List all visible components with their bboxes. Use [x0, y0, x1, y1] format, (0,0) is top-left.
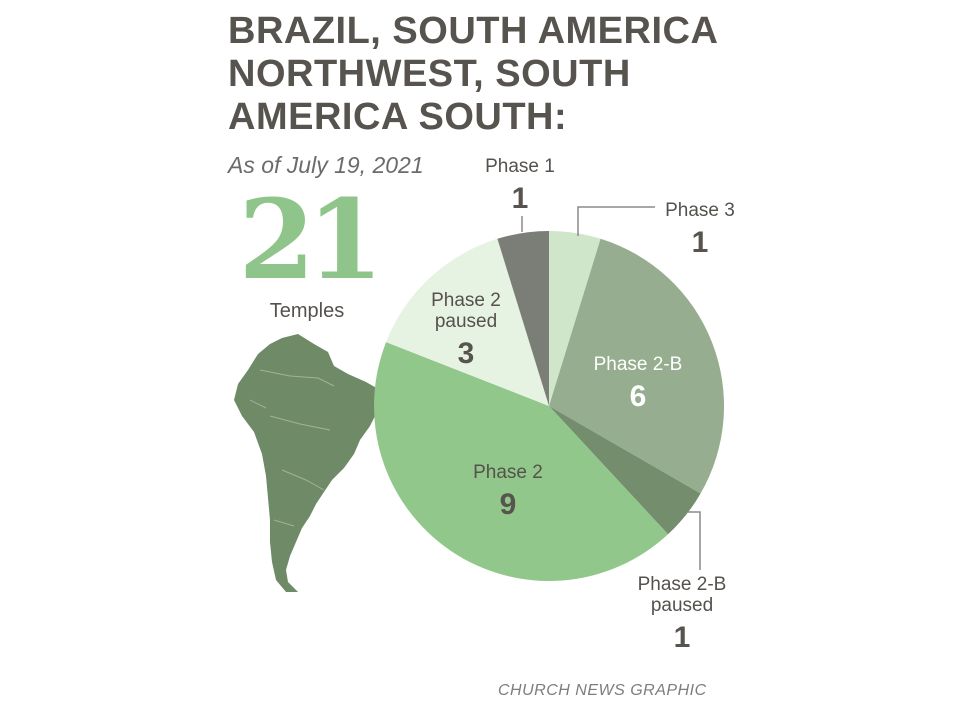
south-america-map-icon: [234, 334, 380, 592]
chart-subtitle: As of July 19, 2021: [228, 152, 424, 178]
total-temples-number: 21: [238, 175, 383, 304]
slice-label-value-3: 9: [500, 488, 517, 521]
slice-label-name-2-1: paused: [651, 595, 713, 616]
slice-label-name-1-0: Phase 2-B: [594, 354, 683, 375]
pie-slice-phase-2-b: [549, 238, 725, 494]
chart-title-line-3: AMERICA SOUTH:: [228, 96, 568, 138]
pie-slice-phase-1: [497, 231, 549, 406]
chart-title-line-2: NORTHWEST, SOUTH: [228, 53, 631, 95]
total-temples-label: Temples: [269, 300, 345, 322]
slice-label-value-1: 6: [630, 380, 647, 413]
pie-slice-phase-2-b-paused: [549, 406, 701, 535]
slice-label-value-5: 1: [512, 182, 529, 215]
source-credit: CHURCH NEWS GRAPHIC: [498, 682, 707, 699]
slice-label-name-2-0: Phase 2-B: [638, 574, 727, 595]
slice-label-name-4-0: Phase 2: [431, 290, 501, 311]
slice-label-name-3-0: Phase 2: [473, 462, 543, 483]
pie-slice-phase-2: [374, 342, 669, 581]
pie-slice-phase-2-paused: [386, 238, 549, 406]
slice-label-name-0-0: Phase 3: [665, 200, 735, 221]
chart-title: BRAZIL, SOUTH AMERICA NORTHWEST, SOUTH A…: [228, 10, 788, 139]
pie-slices: [374, 231, 725, 581]
leader-line-2: [686, 511, 701, 570]
slice-label-name-4-1: paused: [435, 311, 497, 332]
leader-line-0: [577, 206, 655, 236]
leader-lines: [521, 206, 701, 570]
chart-title-line-1: BRAZIL, SOUTH AMERICA: [228, 10, 719, 52]
slice-label-value-4: 3: [458, 337, 475, 370]
pie-slice-phase-3: [549, 231, 601, 406]
slice-label-name-5-0: Phase 1: [485, 156, 555, 177]
slice-label-value-0: 1: [692, 226, 709, 259]
slice-label-value-2: 1: [674, 621, 691, 654]
